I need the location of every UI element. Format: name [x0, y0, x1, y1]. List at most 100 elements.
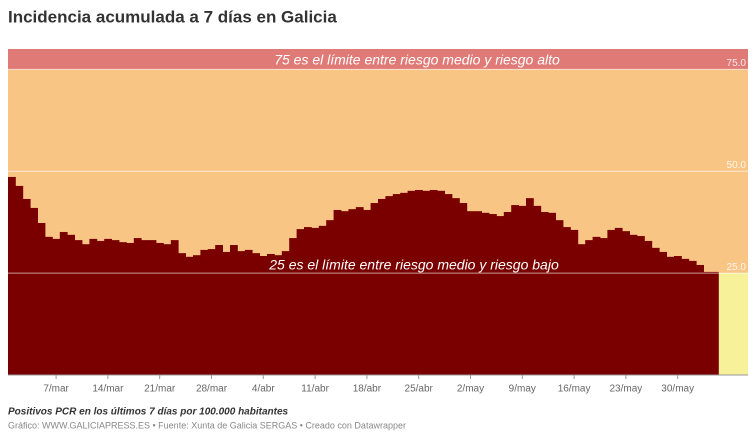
bar: [392, 194, 401, 375]
bar: [481, 212, 490, 375]
bar: [355, 207, 364, 375]
bar: [200, 249, 209, 375]
x-tick-label: 30/may: [661, 384, 694, 395]
bar: [170, 240, 179, 375]
bar: [318, 225, 327, 375]
bar: [385, 196, 394, 375]
annotation: 25 es el límite entre riesgo medio y rie…: [268, 257, 559, 273]
bar: [163, 244, 172, 375]
x-tick-label: 14/mar: [92, 384, 124, 395]
y-tick-label: 75.0: [727, 58, 747, 69]
bar: [8, 176, 16, 375]
bar: [681, 258, 690, 375]
bar: [333, 209, 342, 375]
bar: [511, 205, 519, 375]
bar: [585, 240, 593, 375]
y-tick-label: 25.0: [727, 262, 747, 273]
bar: [651, 247, 660, 375]
bar: [37, 223, 46, 375]
bar: [563, 227, 571, 375]
bar: [274, 255, 283, 375]
bar: [548, 212, 556, 375]
bar: [592, 236, 601, 375]
bar: [45, 236, 53, 375]
bar: [533, 205, 542, 375]
bar: [607, 229, 616, 375]
x-tick-label: 11/abr: [301, 384, 329, 395]
bar: [348, 209, 357, 375]
bar: [230, 245, 238, 375]
bar: [526, 198, 534, 375]
bar: [193, 255, 201, 375]
bar: [644, 240, 653, 375]
bar: [570, 229, 579, 375]
bar: [629, 234, 638, 375]
bar: [326, 220, 334, 375]
bar: [489, 214, 497, 375]
bar: [363, 209, 371, 375]
bar: [415, 189, 423, 375]
x-tick-label: 25/abr: [405, 384, 434, 395]
x-tick-label: 4/abr: [252, 384, 275, 395]
bar: [244, 249, 253, 375]
bar: [178, 253, 186, 375]
bar: [74, 240, 83, 375]
bar: [215, 245, 223, 375]
bar: [378, 198, 386, 375]
bar: [111, 240, 120, 375]
bar: [237, 251, 246, 375]
bar: [459, 203, 468, 375]
bar: [474, 211, 482, 375]
bar: [30, 207, 38, 375]
bar: [666, 256, 675, 375]
bar: [185, 256, 194, 375]
bar: [555, 220, 564, 375]
bar: [422, 190, 431, 375]
bar: [688, 260, 697, 375]
bar: [304, 227, 312, 375]
x-tick-label: 21/mar: [144, 384, 176, 395]
bar: [222, 251, 231, 375]
chart-title: Incidencia acumulada a 7 días en Galicia: [8, 7, 337, 26]
bar: [437, 190, 445, 375]
y-tick-label: 50.0: [727, 160, 747, 171]
bar: [67, 234, 75, 375]
bar: [207, 249, 216, 375]
bar: [496, 216, 505, 375]
bar: [659, 251, 667, 375]
x-tick-label: 28/mar: [196, 384, 228, 395]
bar: [22, 198, 31, 375]
caption: Positivos PCR en los últimos 7 días por …: [8, 407, 289, 418]
bar: [503, 212, 512, 375]
bar: [156, 242, 164, 375]
bar: [15, 185, 24, 375]
bar: [119, 242, 127, 375]
bar: [89, 238, 98, 375]
bar: [637, 236, 645, 375]
bar: [614, 227, 623, 375]
bar: [267, 253, 275, 375]
bar: [466, 211, 475, 375]
bar: [703, 271, 712, 375]
source: Gráfico: WWW.GALICIAPRESS.ES • Fuente: X…: [8, 420, 406, 430]
bar: [141, 240, 149, 375]
bar: [452, 198, 460, 375]
bar: [540, 212, 549, 375]
bar: [96, 240, 105, 375]
bar: [400, 192, 408, 375]
bar: [577, 244, 586, 375]
bar: [252, 253, 260, 375]
bar: [296, 229, 305, 375]
bar: [674, 256, 682, 375]
x-tick-label: 7/mar: [43, 384, 69, 395]
bar: [696, 264, 704, 375]
bar: [126, 242, 135, 375]
bar: [59, 231, 68, 375]
bar: [133, 238, 142, 375]
bar: [259, 256, 268, 375]
bar: [600, 238, 608, 375]
bar: [711, 271, 719, 375]
x-tick-label: 23/may: [610, 384, 643, 395]
bar: [370, 203, 379, 375]
